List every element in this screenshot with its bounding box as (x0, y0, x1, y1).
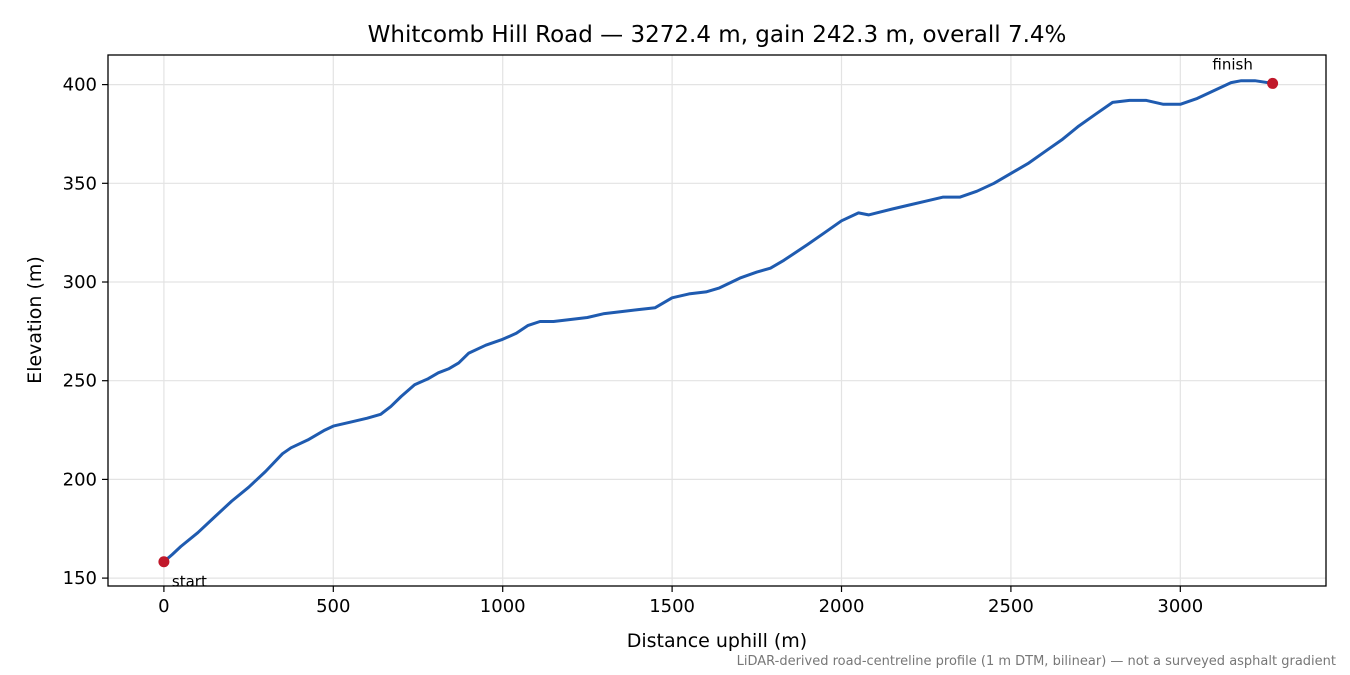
x-tick-label: 500 (316, 596, 350, 617)
y-tick-label: 150 (63, 568, 97, 589)
x-tick-label: 1000 (480, 596, 526, 617)
x-tick-label: 2500 (988, 596, 1034, 617)
x-tick-label: 1500 (649, 596, 695, 617)
y-axis-label: Elevation (m) (24, 256, 46, 384)
grid-lines (108, 55, 1326, 586)
finish-marker (1267, 77, 1279, 89)
y-tick-label: 300 (63, 272, 97, 293)
elevation-profile-line (162, 79, 1275, 564)
x-tick-label: 2000 (819, 596, 865, 617)
y-tick-label: 350 (63, 173, 97, 194)
y-tick-label: 250 (63, 371, 97, 392)
x-tick-label: 0 (158, 596, 169, 617)
chart-title: Whitcomb Hill Road — 3272.4 m, gain 242.… (368, 22, 1067, 48)
start-annotation: start (172, 573, 207, 591)
y-tick-label: 400 (63, 75, 97, 96)
plot-area-frame (107, 54, 1327, 587)
axis-ticks: 0 500 1000 1500 2000 2500 3000 150 200 250 300 350 4… (63, 75, 1204, 617)
x-axis-label: Distance uphill (m) (627, 630, 807, 652)
start-marker (158, 556, 170, 568)
footnote: LiDAR-derived road-centreline profile (1… (737, 654, 1336, 669)
x-tick-label: 3000 (1157, 596, 1203, 617)
finish-annotation: finish (1212, 55, 1252, 73)
y-tick-label: 200 (63, 469, 97, 490)
